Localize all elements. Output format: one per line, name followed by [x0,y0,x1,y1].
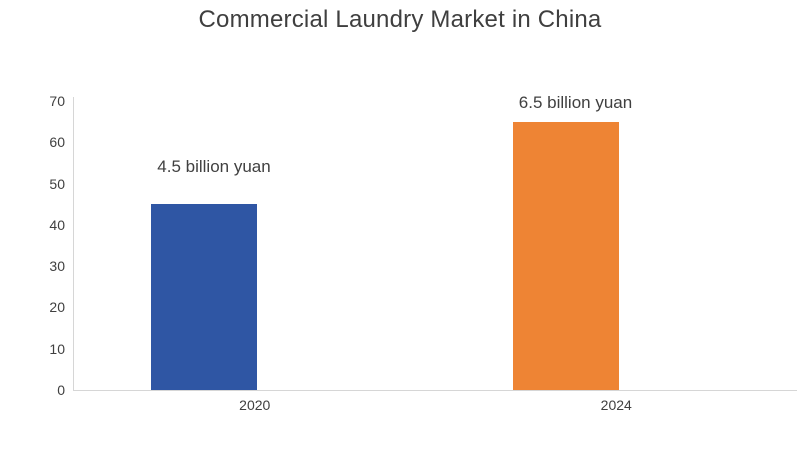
data-label-2024: 6.5 billion yuan [518,92,633,112]
data-label-2020: 4.5 billion yuan [157,157,271,177]
y-tick-label-60: 60 [49,134,65,151]
bar-2020 [151,204,257,390]
y-tick-label-40: 40 [49,216,65,233]
x-tick-label-2024: 2024 [600,397,632,413]
y-tick-label-0: 0 [57,382,65,398]
x-axis-line [73,390,797,391]
x-tick-label-2020: 2020 [239,397,271,413]
y-tick-label-50: 50 [49,175,65,192]
bar-2024 [512,121,619,390]
y-tick-label-10: 10 [49,340,65,357]
y-tick-label-20: 20 [49,299,65,316]
y-tick-label-70: 70 [49,93,65,109]
y-axis-line [73,97,74,391]
y-tick-label-30: 30 [49,258,65,275]
chart-title: Commercial Laundry Market in China [198,6,602,33]
